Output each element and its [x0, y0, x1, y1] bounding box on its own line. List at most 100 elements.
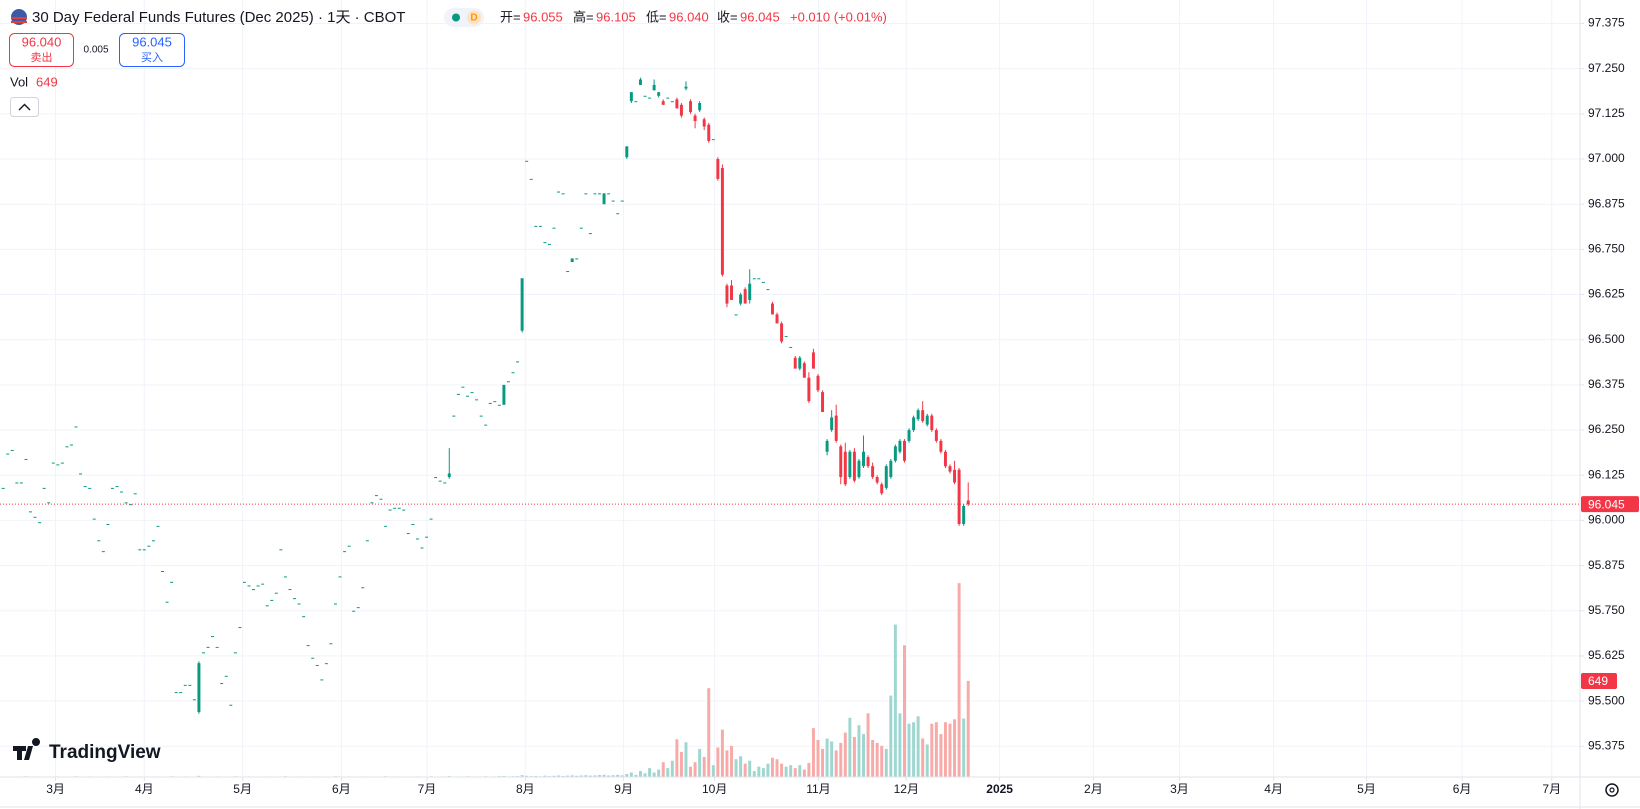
candle-body — [657, 92, 661, 96]
y-tick-label: 96.750 — [1588, 242, 1625, 256]
candle-body — [502, 384, 506, 405]
candle-body — [811, 352, 815, 369]
candle-body — [329, 643, 333, 645]
y-tick-label: 95.625 — [1588, 648, 1625, 662]
candle-body — [743, 289, 747, 304]
y-tick-label: 96.500 — [1588, 332, 1625, 346]
volume-bar — [761, 768, 765, 777]
volume-bar — [543, 775, 547, 777]
candle-body — [425, 536, 429, 538]
volume-bar — [698, 748, 702, 777]
settings-icon-center — [1609, 787, 1615, 793]
legend-high: 96.105 — [596, 9, 636, 24]
candle-body — [215, 646, 219, 648]
y-tick-label: 96.625 — [1588, 287, 1625, 301]
buy-label: 买入 — [141, 51, 163, 64]
candle-body — [857, 460, 861, 478]
candle-body — [907, 430, 911, 441]
volume-bar — [693, 762, 697, 777]
candle-body — [538, 225, 542, 227]
candle-body — [33, 516, 37, 518]
volume-bar — [934, 722, 938, 777]
volume-bar — [903, 645, 906, 777]
candle-body — [347, 545, 351, 547]
volume-bar — [866, 713, 870, 777]
volume-bar — [848, 717, 852, 777]
candle-body — [365, 540, 369, 542]
interval-badge — [467, 10, 481, 25]
volume-bar — [893, 624, 897, 777]
candle-body — [620, 200, 624, 202]
candle-body — [516, 361, 520, 363]
candle-body — [739, 294, 743, 304]
candle-body — [24, 458, 28, 460]
candle-body — [693, 115, 697, 122]
candle-body — [65, 446, 69, 448]
candle-body — [893, 446, 897, 461]
volume-bar — [666, 768, 670, 777]
y-tick-label: 97.250 — [1588, 61, 1625, 75]
candle-body — [466, 395, 469, 397]
candle-body — [220, 683, 224, 685]
candle-body — [702, 119, 706, 127]
candle-body — [379, 498, 383, 500]
volume-bar — [625, 774, 629, 777]
legend-low-label: 低= — [646, 9, 667, 24]
candle-body — [912, 417, 916, 431]
candle-body — [638, 79, 642, 85]
volume-bar — [620, 775, 624, 777]
candle-body — [529, 178, 533, 180]
candle-body — [948, 466, 952, 472]
candle-body — [711, 139, 715, 141]
volume-bar — [884, 748, 888, 777]
volume-bar — [948, 723, 952, 777]
volume-bar — [943, 722, 947, 777]
candle-body — [716, 159, 720, 179]
volume-bar — [907, 723, 911, 777]
candle-body — [311, 657, 315, 659]
settings-icon[interactable] — [1605, 783, 1619, 797]
candle-body — [757, 278, 761, 280]
candle-body — [807, 377, 811, 402]
candle-body — [456, 393, 460, 395]
volume-bar — [962, 718, 966, 777]
candle-body — [552, 227, 556, 229]
candle-body — [361, 587, 365, 589]
volume-bar — [748, 760, 752, 777]
y-tick-label: 96.375 — [1588, 377, 1625, 391]
candle-body — [884, 466, 888, 488]
candle-body — [934, 430, 938, 441]
candle-body — [120, 491, 124, 493]
last-volume-tag — [1581, 672, 1617, 689]
candle-body — [475, 399, 479, 401]
candle-body — [834, 415, 838, 441]
volume-bar — [802, 769, 806, 777]
flag-stripe — [11, 21, 27, 23]
candle-body — [42, 487, 46, 489]
volume-bar — [889, 695, 893, 777]
volume-bar — [588, 775, 592, 777]
candle-body — [821, 392, 825, 412]
x-tick-label: 2025 — [986, 782, 1013, 796]
candle-body — [534, 225, 538, 227]
candle-body — [848, 451, 852, 478]
x-tick-label: 6月 — [1453, 782, 1472, 796]
candle-body — [97, 540, 101, 542]
candle-body — [953, 469, 957, 483]
volume-bar — [661, 762, 665, 777]
volume-bar — [966, 680, 970, 777]
volume-bar — [875, 742, 879, 777]
x-tick-label: 2月 — [1084, 782, 1103, 796]
x-tick-label: 4月 — [1264, 782, 1283, 796]
candle-body — [110, 487, 114, 489]
candle-body — [770, 303, 774, 315]
collapse-button[interactable] — [10, 97, 39, 117]
candle-body — [242, 581, 246, 583]
volume-bar — [629, 772, 633, 777]
sell-button[interactable] — [9, 33, 74, 67]
buy-button[interactable] — [119, 33, 185, 67]
volume-bar — [652, 772, 656, 777]
candle-body — [56, 464, 60, 466]
volume-bar — [839, 742, 843, 777]
